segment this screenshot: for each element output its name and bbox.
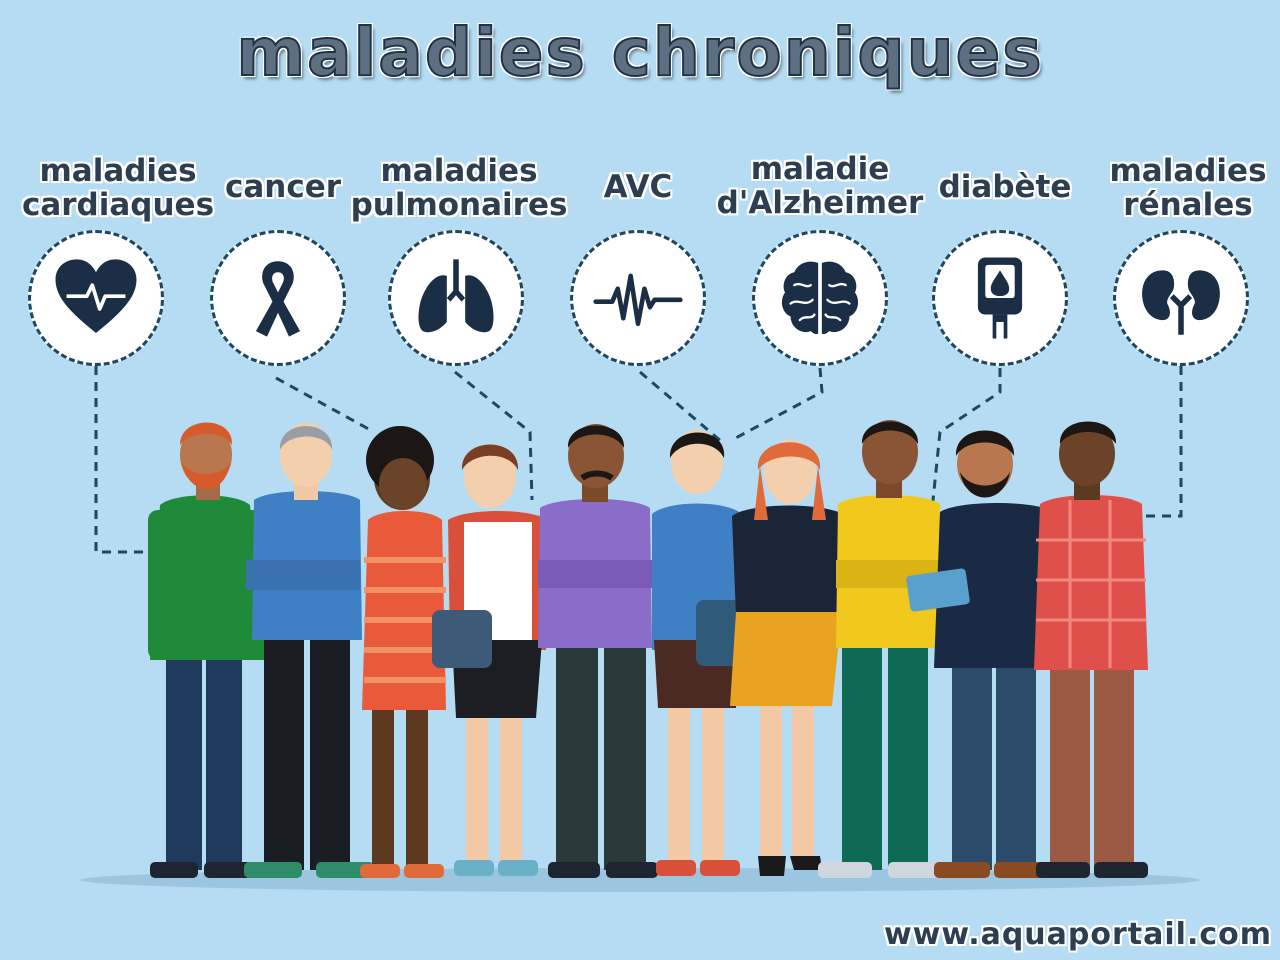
label-maladies-renales: maladies rénales bbox=[1109, 154, 1266, 222]
person-blue-hoodie bbox=[652, 430, 742, 876]
person-white-top bbox=[432, 444, 548, 876]
heart-pulse-icon bbox=[55, 259, 137, 333]
lungs-icon bbox=[418, 259, 494, 333]
circle-brain bbox=[752, 230, 888, 366]
person-purple-sweater bbox=[538, 424, 658, 878]
circle-avc bbox=[570, 230, 706, 366]
circle-kidneys bbox=[1113, 230, 1249, 366]
label-line1: maladies bbox=[1109, 153, 1267, 189]
label-line1: AVC bbox=[603, 169, 673, 205]
circle-cancer bbox=[210, 230, 346, 366]
label-maladies-cardiaques: maladies cardiaques bbox=[22, 154, 214, 222]
label-line2: rénales bbox=[1123, 187, 1253, 223]
circle-diabetes bbox=[932, 230, 1068, 366]
person-green-sweater bbox=[148, 422, 268, 878]
glucose-meter-icon bbox=[977, 257, 1023, 339]
label-line1: cancer bbox=[224, 169, 342, 205]
person-striped-dress bbox=[360, 426, 446, 878]
label-line1: diabète bbox=[938, 169, 1072, 205]
person-red-plaid bbox=[1034, 421, 1148, 878]
person-navy-sweater bbox=[906, 430, 1058, 878]
label-line1: maladies bbox=[39, 153, 197, 189]
website-url: www.aquaportail.com bbox=[883, 917, 1272, 952]
label-line2: cardiaques bbox=[21, 187, 215, 223]
heartbeat-wave-icon bbox=[593, 273, 683, 327]
person-yellow-skirt bbox=[730, 440, 846, 876]
circle-lungs bbox=[388, 230, 524, 366]
label-avc: AVC bbox=[604, 170, 673, 204]
label-line1: maladie bbox=[750, 151, 890, 187]
page-title: maladies chroniques bbox=[235, 13, 1044, 92]
brain-icon bbox=[781, 261, 859, 335]
label-diabete: diabète bbox=[939, 170, 1072, 204]
label-cancer: cancer bbox=[225, 170, 341, 204]
cancer-ribbon-icon bbox=[255, 261, 301, 337]
kidneys-icon bbox=[1142, 270, 1220, 335]
label-alzheimer: maladie d'Alzheimer bbox=[717, 152, 924, 220]
label-line2: d'Alzheimer bbox=[716, 185, 924, 221]
label-line2: pulmonaires bbox=[350, 187, 568, 223]
person-blue-sweater bbox=[244, 423, 374, 878]
label-maladies-pulmonaires: maladies pulmonaires bbox=[351, 154, 568, 222]
circle-heart bbox=[28, 230, 164, 366]
label-line1: maladies bbox=[380, 153, 538, 189]
